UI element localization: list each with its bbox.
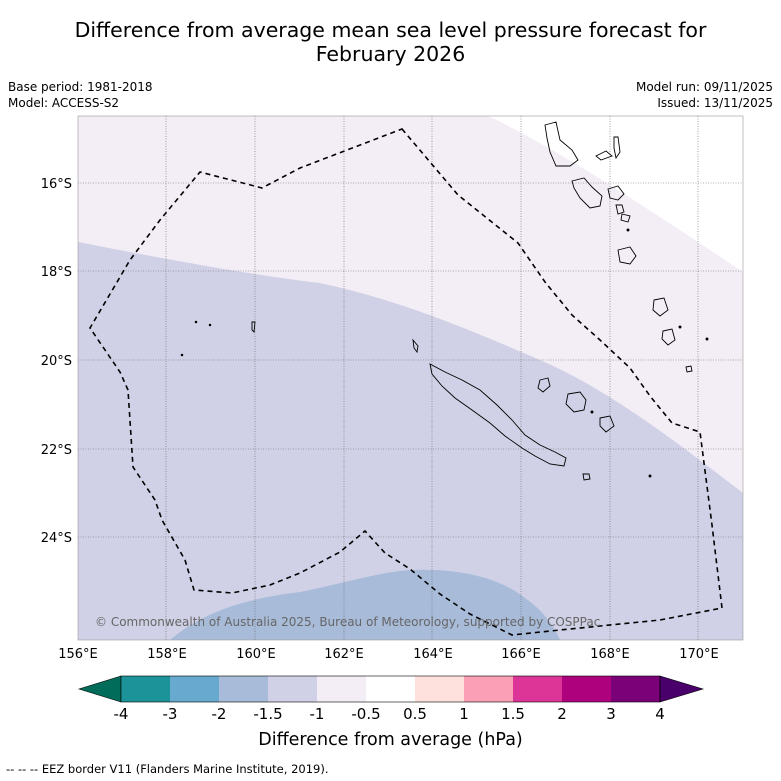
colorbar-tick-label: -0.5 <box>351 705 381 723</box>
colorbar-swatch-8 <box>513 676 562 702</box>
colorbar-tick-label: -2 <box>211 705 227 723</box>
lat-label-18s: 18°S <box>41 265 72 280</box>
lat-label-16s: 16°S <box>41 177 72 192</box>
colorbar <box>77 675 705 703</box>
colorbar-swatch-0 <box>121 676 170 702</box>
new-caledonia-island <box>429 363 567 467</box>
loyalty-island-ouvea <box>537 377 551 393</box>
graticule <box>78 116 743 640</box>
colorbar-swatch-5 <box>366 676 415 702</box>
vanuatu-pentecost <box>607 185 625 201</box>
issued-date: Issued: 13/11/2025 <box>657 96 773 110</box>
colorbar-frame <box>120 675 661 703</box>
lon-label-160e: 160°E <box>236 647 276 662</box>
colorbar-swatch-2 <box>219 676 268 702</box>
colorbar-tick-label: 4 <box>655 705 665 723</box>
lon-label-164e: 164°E <box>413 647 453 662</box>
vanuatu-ambae <box>595 150 613 161</box>
belep-islands <box>412 338 419 354</box>
base-period: Base period: 1981-2018 <box>8 80 153 94</box>
lon-label-166e: 166°E <box>501 647 541 662</box>
vanuatu-shepherd <box>620 213 631 223</box>
region-minus1.5-to-minus1 <box>78 242 743 640</box>
colorbar-tick-label: 1 <box>459 705 469 723</box>
eez-border <box>89 128 723 636</box>
colorbar-tick-label: 1.5 <box>501 705 525 723</box>
lon-label-168e: 168°E <box>590 647 630 662</box>
colorbar-tick-label: -3 <box>162 705 178 723</box>
colorbar-swatch-4 <box>317 676 366 702</box>
lon-label-156e: 156°E <box>58 647 98 662</box>
vanuatu-aneityum <box>685 365 693 373</box>
loyalty-island-lifou <box>565 391 587 413</box>
model-run: Model run: 09/11/2025 <box>635 80 773 94</box>
colorbar-swatch-7 <box>464 676 513 702</box>
vanuatu-epi <box>615 204 625 215</box>
colorbar-swatch-1 <box>170 676 219 702</box>
lat-label-24s: 24°S <box>41 531 72 546</box>
anomaly-fill <box>78 116 743 640</box>
copyright-note: © Commonwealth of Australia 2025, Bureau… <box>95 615 600 629</box>
colorbar-swatch-9 <box>562 676 611 702</box>
colorbar-title: Difference from average (hPa) <box>258 730 523 750</box>
colorbar-swatch-6 <box>415 676 464 702</box>
colorbar-tick-label: 2 <box>557 705 567 723</box>
region-neutral <box>488 116 743 272</box>
vanuatu-tanna <box>661 328 676 346</box>
map-frame <box>77 115 744 641</box>
colorbar-extend-high <box>659 675 705 703</box>
latitude-labels: 16°S 18°S 20°S 22°S 24°S <box>41 177 72 546</box>
loyalty-island-mare <box>599 415 615 433</box>
title-line-1: Difference from average mean sea level p… <box>74 18 707 42</box>
metadata-right: Model run: 09/11/2025 Issued: 13/11/2025 <box>636 79 773 111</box>
lat-label-22s: 22°S <box>41 443 72 458</box>
longitude-labels: 156°E 158°E 160°E 162°E 164°E 166°E 168°… <box>58 647 719 662</box>
coastlines <box>180 121 709 481</box>
colorbar-swatch-3 <box>268 676 317 702</box>
lon-label-170e: 170°E <box>679 647 719 662</box>
vanuatu-malekula <box>571 177 603 209</box>
lon-label-158e: 158°E <box>147 647 187 662</box>
vanuatu-erromango <box>652 297 669 317</box>
colorbar-tick-label: -4 <box>113 705 129 723</box>
isle-of-pines <box>582 473 591 481</box>
colorbar-extend-low <box>77 675 122 703</box>
metadata-left: Base period: 1981-2018 Model: ACCESS-S2 <box>8 79 153 111</box>
model-name: Model: ACCESS-S2 <box>8 96 120 110</box>
colorbar-tick-label: 3 <box>606 705 616 723</box>
region-minus2-to-minus1.5 <box>170 569 560 640</box>
vanuatu-espiritu-santo <box>544 121 579 167</box>
lon-label-162e: 162°E <box>324 647 364 662</box>
chesterfield-islet <box>251 321 256 333</box>
lat-label-20s: 20°S <box>41 354 72 369</box>
colorbar-tick-label: -1 <box>309 705 325 723</box>
colorbar-tick-label: -1.5 <box>253 705 283 723</box>
title-line-2: February 2026 <box>315 42 466 66</box>
colorbar-swatch-10 <box>611 676 660 702</box>
vanuatu-maewo <box>613 136 621 160</box>
colorbar-tick-label: 0.5 <box>403 705 427 723</box>
chart-title: Difference from average mean sea level p… <box>0 18 781 66</box>
eez-footnote: -- -- -- EEZ border V11 (Flanders Marine… <box>6 762 329 776</box>
vanuatu-efate <box>617 246 637 265</box>
